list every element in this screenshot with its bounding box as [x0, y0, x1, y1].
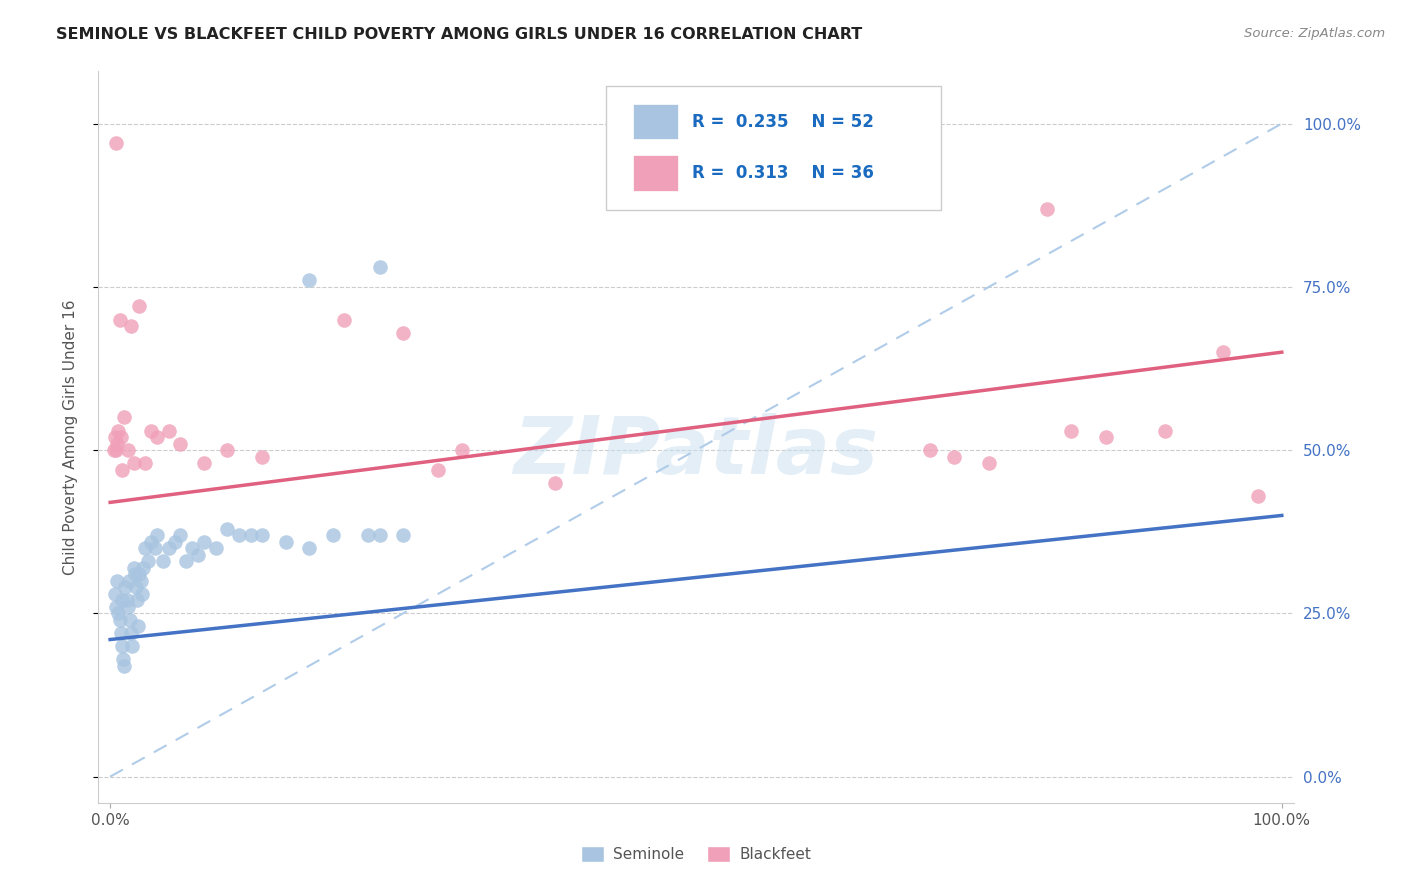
Point — [120, 626, 142, 640]
Point — [187, 548, 209, 562]
Point — [111, 593, 134, 607]
Bar — [633, 104, 678, 139]
Point — [105, 574, 128, 588]
Y-axis label: Child Poverty Among Girls Under 16: Child Poverty Among Girls Under 16 — [63, 300, 77, 574]
FancyBboxPatch shape — [606, 86, 941, 211]
Point — [163, 534, 186, 549]
Point — [112, 658, 135, 673]
Point — [134, 541, 156, 555]
Point — [217, 443, 239, 458]
Point — [157, 541, 180, 555]
Point — [193, 456, 215, 470]
Point — [252, 450, 274, 464]
Point — [125, 580, 148, 594]
Point — [392, 528, 415, 542]
Point — [121, 639, 143, 653]
Point — [141, 424, 163, 438]
Point — [124, 567, 146, 582]
Point — [333, 312, 356, 326]
Point — [1060, 424, 1083, 438]
Point — [105, 436, 128, 450]
Point — [122, 560, 145, 574]
Point — [115, 593, 138, 607]
Point — [136, 554, 159, 568]
Point — [112, 410, 135, 425]
Point — [132, 560, 155, 574]
Point — [368, 528, 391, 542]
Point — [169, 436, 191, 450]
Text: R =  0.235    N = 52: R = 0.235 N = 52 — [692, 112, 875, 131]
Legend: Seminole, Blackfeet: Seminole, Blackfeet — [575, 840, 817, 868]
Point — [1036, 202, 1059, 216]
Point — [110, 626, 132, 640]
Point — [1212, 345, 1234, 359]
Point — [977, 456, 1000, 470]
Point — [105, 443, 128, 458]
Point — [146, 430, 169, 444]
Point — [298, 541, 321, 555]
Point — [127, 619, 149, 633]
Point — [131, 587, 153, 601]
Point — [274, 534, 297, 549]
Point — [1153, 424, 1175, 438]
Point — [103, 443, 125, 458]
Point — [169, 528, 191, 542]
Point — [128, 300, 150, 314]
Point — [120, 319, 142, 334]
Point — [105, 599, 128, 614]
Point — [252, 528, 274, 542]
Point — [112, 652, 135, 666]
Point — [108, 312, 131, 326]
Point — [114, 580, 136, 594]
Text: SEMINOLE VS BLACKFEET CHILD POVERTY AMONG GIRLS UNDER 16 CORRELATION CHART: SEMINOLE VS BLACKFEET CHILD POVERTY AMON… — [56, 27, 862, 42]
Point — [368, 260, 391, 275]
Point — [111, 639, 134, 653]
Point — [392, 326, 415, 340]
Point — [298, 273, 321, 287]
Point — [134, 456, 156, 470]
Text: R =  0.313    N = 36: R = 0.313 N = 36 — [692, 164, 875, 182]
Point — [204, 541, 226, 555]
Point — [105, 136, 128, 151]
Point — [357, 528, 380, 542]
Point — [107, 607, 129, 621]
Point — [920, 443, 942, 458]
Point — [157, 424, 180, 438]
Text: Source: ZipAtlas.com: Source: ZipAtlas.com — [1244, 27, 1385, 40]
Point — [942, 450, 965, 464]
Point — [118, 574, 141, 588]
Point — [129, 574, 152, 588]
Point — [193, 534, 215, 549]
Point — [120, 613, 141, 627]
Point — [122, 456, 145, 470]
Point — [181, 541, 204, 555]
Point — [322, 528, 344, 542]
Point — [108, 613, 131, 627]
Point — [217, 521, 239, 535]
Point — [110, 430, 132, 444]
Point — [117, 599, 139, 614]
Point — [141, 534, 163, 549]
Point — [117, 443, 139, 458]
Point — [128, 567, 150, 582]
Point — [544, 475, 567, 490]
Point — [1095, 430, 1118, 444]
Point — [104, 430, 127, 444]
Text: ZIPatlas: ZIPatlas — [513, 413, 879, 491]
Point — [239, 528, 262, 542]
Point — [450, 443, 472, 458]
Point — [127, 593, 149, 607]
Point — [111, 463, 134, 477]
Bar — [633, 155, 678, 191]
Point — [1247, 489, 1270, 503]
Point — [427, 463, 450, 477]
Point — [104, 587, 127, 601]
Point — [146, 528, 169, 542]
Point — [152, 554, 174, 568]
Point — [107, 424, 129, 438]
Point — [174, 554, 197, 568]
Point — [228, 528, 250, 542]
Point — [143, 541, 166, 555]
